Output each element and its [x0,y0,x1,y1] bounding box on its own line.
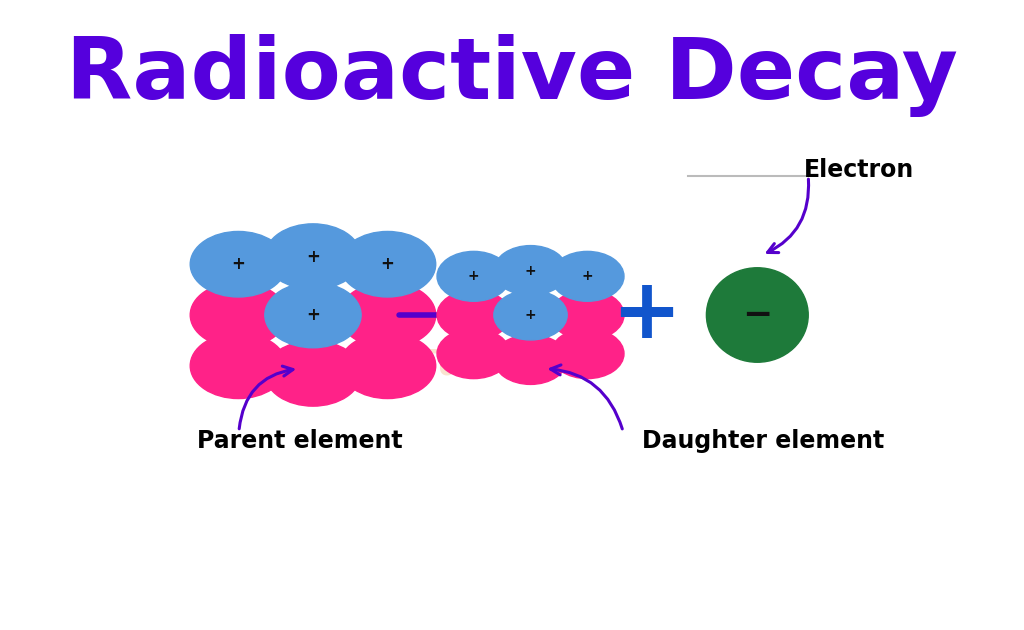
Circle shape [437,329,510,379]
Text: +: + [306,306,319,324]
Text: +: + [524,263,537,278]
Text: Electron: Electron [804,158,914,182]
Text: +: + [611,275,681,355]
Text: −: − [742,298,772,332]
Circle shape [494,290,567,340]
Circle shape [437,251,510,301]
Circle shape [265,224,361,289]
Circle shape [551,290,624,340]
Circle shape [265,341,361,406]
Text: Daughter element: Daughter element [642,429,884,453]
Circle shape [339,231,436,297]
Text: +: + [468,270,479,284]
Text: Edu Input: Edu Input [414,348,610,382]
Text: +: + [306,248,319,266]
Text: Radioactive Decay: Radioactive Decay [67,34,957,117]
Circle shape [190,231,287,297]
Circle shape [494,335,567,384]
Circle shape [551,329,624,379]
Text: +: + [381,255,394,273]
Circle shape [437,290,510,340]
Circle shape [190,282,287,348]
Text: +: + [231,255,246,273]
Circle shape [190,333,287,399]
Circle shape [265,282,361,348]
Circle shape [494,246,567,295]
Text: +: + [524,308,537,322]
Circle shape [339,333,436,399]
Ellipse shape [707,268,808,362]
Text: Parent element: Parent element [198,429,402,453]
Circle shape [551,251,624,301]
Circle shape [339,282,436,348]
Text: +: + [582,270,593,284]
